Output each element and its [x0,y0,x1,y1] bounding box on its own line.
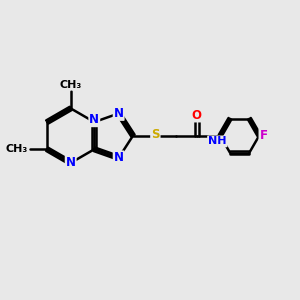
Text: N: N [114,152,124,164]
Text: S: S [151,128,160,141]
Text: NH: NH [208,136,226,146]
Text: N: N [114,107,124,120]
Text: F: F [260,129,268,142]
Text: CH₃: CH₃ [60,80,82,90]
Text: N: N [66,156,76,170]
Text: CH₃: CH₃ [5,144,28,154]
Text: O: O [192,109,202,122]
Text: N: N [89,113,99,126]
